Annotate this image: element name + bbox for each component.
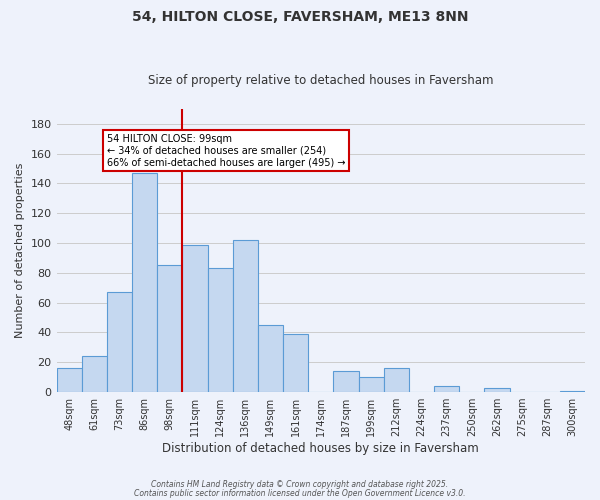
- Text: Contains public sector information licensed under the Open Government Licence v3: Contains public sector information licen…: [134, 490, 466, 498]
- Bar: [182, 244, 208, 392]
- Y-axis label: Number of detached properties: Number of detached properties: [15, 163, 25, 338]
- Bar: [283, 334, 308, 392]
- Title: Size of property relative to detached houses in Faversham: Size of property relative to detached ho…: [148, 74, 494, 87]
- Bar: [484, 388, 509, 392]
- Bar: [107, 292, 132, 392]
- Bar: [56, 368, 82, 392]
- Bar: [560, 390, 585, 392]
- Text: 54, HILTON CLOSE, FAVERSHAM, ME13 8NN: 54, HILTON CLOSE, FAVERSHAM, ME13 8NN: [132, 10, 468, 24]
- Bar: [208, 268, 233, 392]
- X-axis label: Distribution of detached houses by size in Faversham: Distribution of detached houses by size …: [163, 442, 479, 455]
- Bar: [383, 368, 409, 392]
- Bar: [132, 173, 157, 392]
- Bar: [82, 356, 107, 392]
- Text: 54 HILTON CLOSE: 99sqm
← 34% of detached houses are smaller (254)
66% of semi-de: 54 HILTON CLOSE: 99sqm ← 34% of detached…: [107, 134, 346, 168]
- Bar: [233, 240, 258, 392]
- Bar: [334, 371, 359, 392]
- Bar: [258, 325, 283, 392]
- Bar: [157, 266, 182, 392]
- Bar: [359, 377, 383, 392]
- Text: Contains HM Land Registry data © Crown copyright and database right 2025.: Contains HM Land Registry data © Crown c…: [151, 480, 449, 489]
- Bar: [434, 386, 459, 392]
